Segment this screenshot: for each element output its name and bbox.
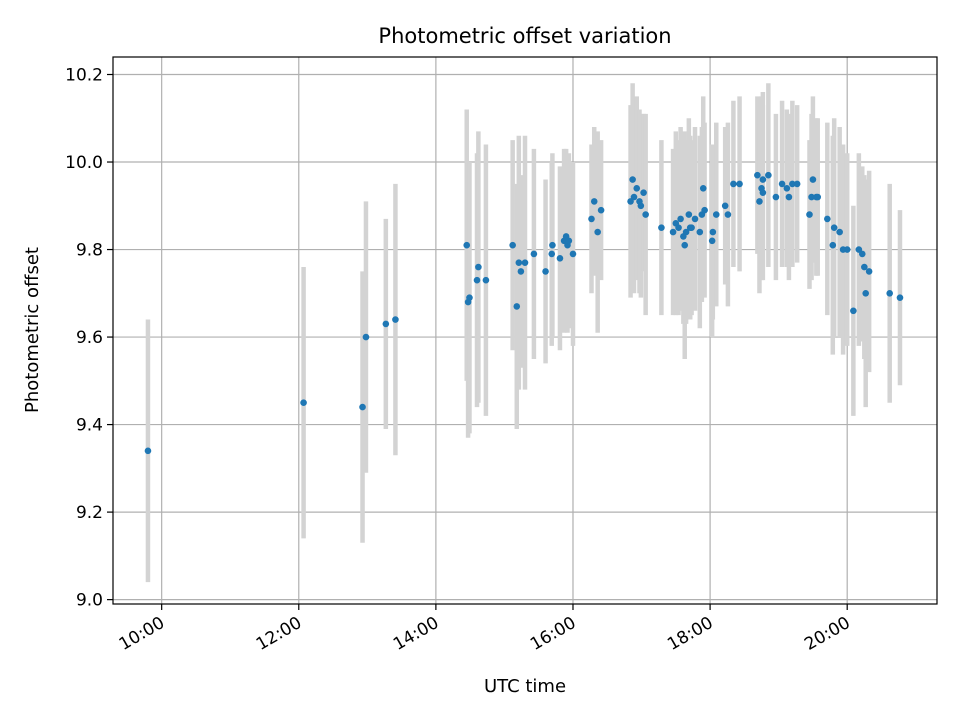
- data-point: [701, 206, 708, 214]
- y-tick-label: 9.2: [76, 503, 103, 523]
- data-point: [809, 176, 817, 183]
- data-point: [824, 215, 831, 223]
- data-point: [517, 268, 525, 275]
- data-point: [565, 237, 573, 245]
- data-point: [590, 198, 598, 205]
- data-point: [594, 228, 601, 236]
- plot-frame: [112, 56, 938, 605]
- point-layer: [144, 171, 904, 455]
- data-point: [736, 180, 743, 188]
- data-point: [685, 211, 693, 218]
- data-point: [896, 294, 904, 301]
- data-point: [633, 184, 641, 192]
- data-point: [466, 294, 473, 301]
- data-point: [463, 241, 471, 249]
- data-point: [865, 268, 873, 275]
- data-point: [359, 403, 366, 411]
- data-point: [759, 189, 767, 196]
- data-point: [709, 228, 717, 236]
- data-point: [699, 184, 707, 192]
- data-point: [530, 250, 538, 258]
- y-tick-label: 9.6: [76, 328, 103, 348]
- data-point: [509, 241, 516, 249]
- data-point: [730, 180, 737, 188]
- data-point: [677, 215, 684, 223]
- data-point: [513, 303, 521, 310]
- y-axis-label: Photometric offset: [22, 247, 43, 413]
- data-point: [793, 180, 801, 188]
- y-tick-label: 10.0: [65, 153, 103, 173]
- data-point: [669, 228, 677, 236]
- data-point: [658, 224, 665, 231]
- data-point: [675, 224, 682, 231]
- data-point: [724, 211, 732, 218]
- data-point: [861, 263, 868, 271]
- data-point: [392, 316, 399, 323]
- y-tick-label: 9.0: [76, 591, 103, 611]
- data-point: [783, 184, 791, 192]
- data-point: [708, 237, 716, 245]
- data-point: [806, 211, 813, 218]
- x-axis-label: UTC time: [484, 676, 566, 697]
- data-point: [515, 259, 523, 266]
- data-point: [850, 307, 857, 315]
- data-point: [556, 254, 564, 262]
- data-point: [691, 215, 699, 223]
- data-point: [721, 202, 729, 210]
- data-point: [830, 224, 838, 231]
- data-point: [712, 211, 720, 218]
- data-point: [808, 193, 815, 201]
- y-tick-label: 10.2: [65, 66, 103, 86]
- data-point: [682, 228, 690, 236]
- chart-title: Photometric offset variation: [378, 24, 671, 48]
- data-point: [765, 171, 772, 179]
- data-point: [548, 250, 556, 258]
- data-point: [886, 290, 893, 297]
- data-point: [542, 268, 549, 275]
- data-point: [475, 263, 482, 271]
- data-point: [569, 250, 577, 258]
- data-point: [778, 180, 786, 188]
- y-tick-label: 9.4: [76, 416, 103, 436]
- data-point: [843, 246, 851, 253]
- data-point: [754, 171, 761, 179]
- data-point: [642, 211, 649, 218]
- data-point: [858, 250, 866, 258]
- y-axis: 9.0 9.2 9.4 9.6 9.8 10.0 10.2: [65, 66, 113, 611]
- data-point: [688, 224, 695, 231]
- data-point: [640, 189, 647, 196]
- data-point: [759, 176, 767, 183]
- data-point: [696, 228, 704, 236]
- data-point: [300, 399, 307, 407]
- data-point: [549, 241, 556, 249]
- data-point: [144, 447, 152, 455]
- data-point: [473, 276, 481, 284]
- data-point: [629, 176, 636, 183]
- data-point: [789, 180, 796, 188]
- data-point: [681, 241, 689, 249]
- data-point: [836, 228, 843, 236]
- data-point: [756, 198, 763, 205]
- data-point: [482, 276, 490, 284]
- data-point: [785, 193, 793, 201]
- data-point: [862, 290, 870, 297]
- data-point: [588, 215, 595, 223]
- data-point: [382, 320, 390, 328]
- data-point: [521, 259, 529, 266]
- data-point: [630, 193, 638, 201]
- data-point: [772, 193, 780, 201]
- y-tick-label: 9.8: [76, 241, 103, 261]
- data-point: [597, 206, 605, 214]
- data-point: [829, 241, 837, 249]
- data-point: [814, 193, 822, 201]
- data-point: [637, 202, 645, 210]
- data-point: [362, 333, 370, 341]
